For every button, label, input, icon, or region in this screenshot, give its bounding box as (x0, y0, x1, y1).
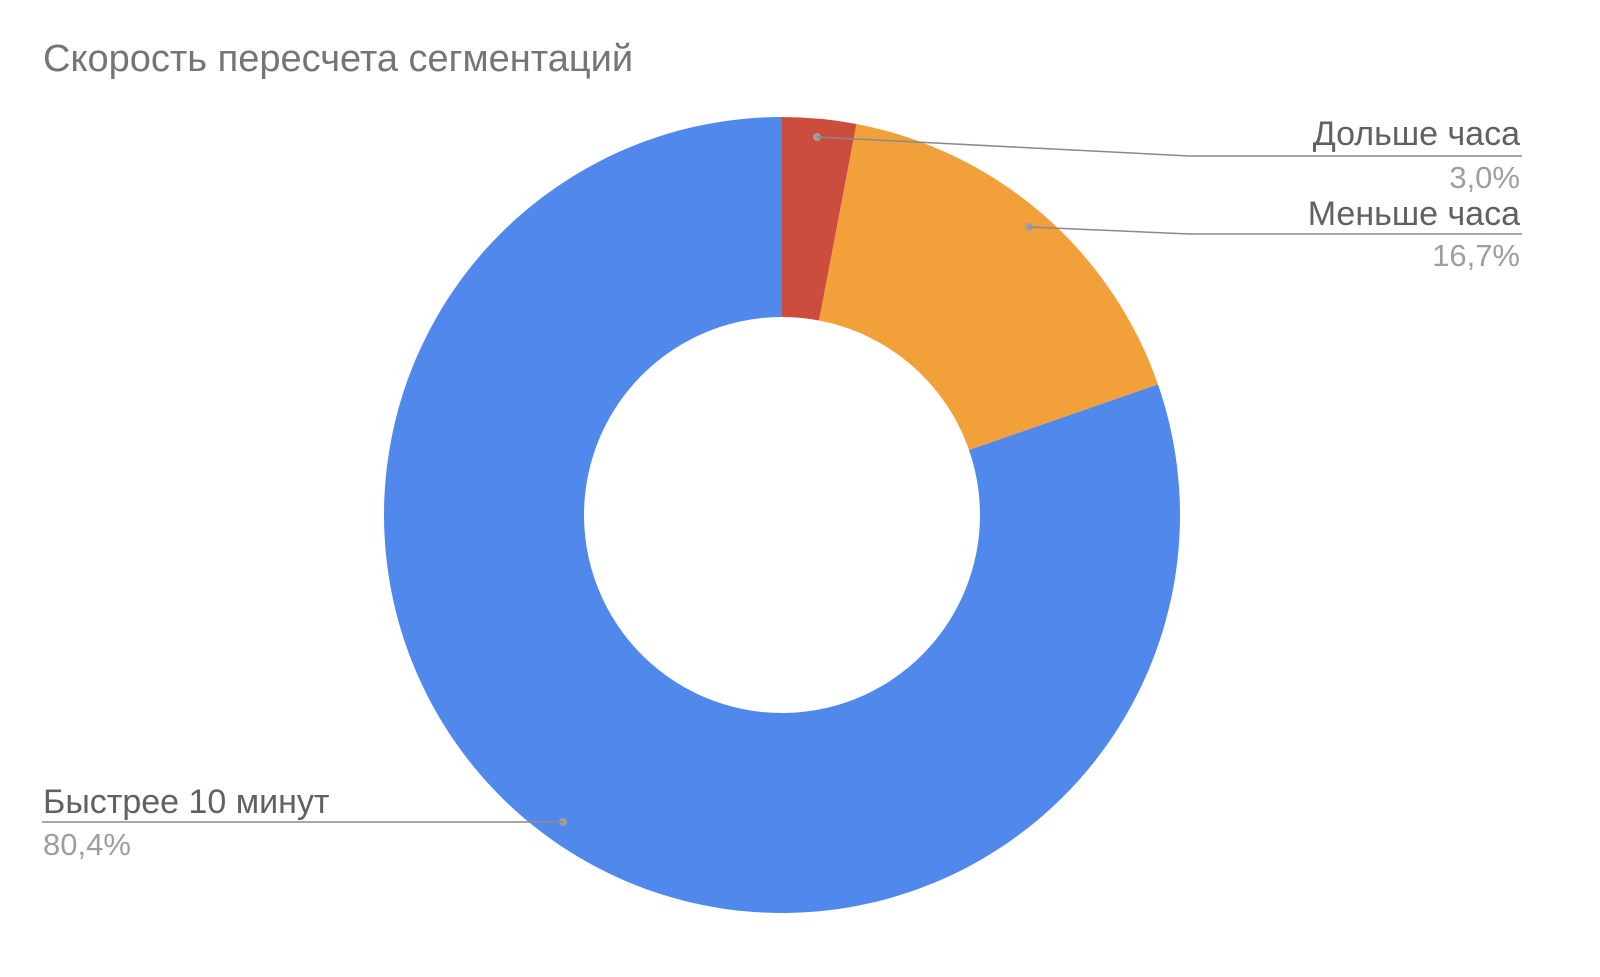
slice-label-2: Меньше часа (1308, 195, 1520, 233)
slice-value-label-3: 80,4% (43, 827, 131, 862)
slices-layer (384, 117, 1181, 913)
leader-lines-layer (42, 133, 1522, 826)
slice-1 (782, 117, 857, 321)
slice-3 (384, 117, 1181, 913)
slice-label-1: Дольше часа (1313, 115, 1520, 153)
leader-line-1 (816, 136, 1522, 157)
slice-2 (819, 124, 1158, 451)
leader-line-2 (1028, 226, 1522, 235)
chart-title: Скорость пересчета сегментаций (43, 38, 634, 80)
slice-labels-layer: Дольше часа 3,0%Меньше часа 16,7% Быстрее 1… (43, 115, 1520, 862)
slice-label-3: Быстрее 10 минут (43, 783, 329, 821)
slice-value-label-2: 16,7% (1432, 238, 1520, 273)
slice-value-label-1: 3,0% (1449, 160, 1520, 195)
